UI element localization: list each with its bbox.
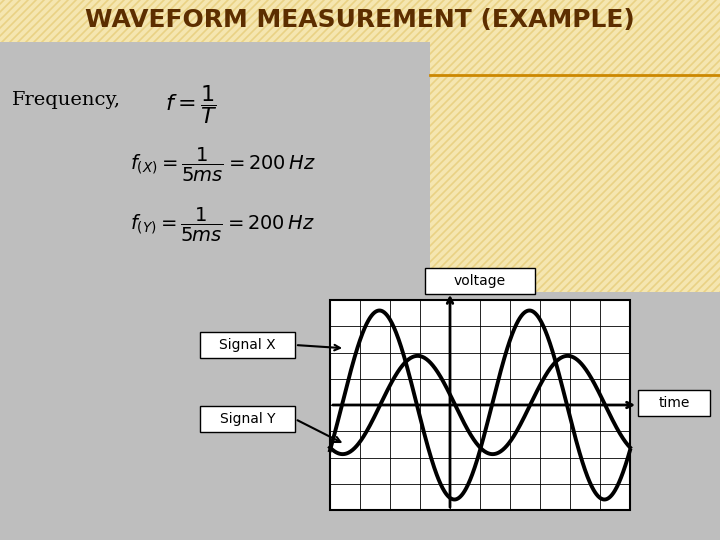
Text: time: time — [658, 396, 690, 410]
Bar — [638, 390, 710, 416]
Text: Signal Y: Signal Y — [220, 412, 275, 426]
Bar — [200, 332, 295, 358]
Bar — [425, 268, 535, 294]
Bar — [330, 300, 630, 510]
Text: WAVEFORM MEASUREMENT (EXAMPLE): WAVEFORM MEASUREMENT (EXAMPLE) — [85, 8, 635, 32]
Text: $f_{(Y)} = \dfrac{1}{5ms} = 200\,Hz$: $f_{(Y)} = \dfrac{1}{5ms} = 200\,Hz$ — [130, 206, 315, 244]
Bar — [0, 292, 720, 540]
Bar — [200, 406, 295, 432]
Text: Signal X: Signal X — [219, 338, 276, 352]
Text: $f_{(X)} = \dfrac{1}{5ms} = 200\,Hz$: $f_{(X)} = \dfrac{1}{5ms} = 200\,Hz$ — [130, 146, 316, 184]
Bar — [0, 42, 430, 292]
Text: $f = \dfrac{1}{T}$: $f = \dfrac{1}{T}$ — [165, 84, 217, 126]
Text: Frequency,: Frequency, — [12, 91, 121, 109]
Text: voltage: voltage — [454, 274, 506, 288]
